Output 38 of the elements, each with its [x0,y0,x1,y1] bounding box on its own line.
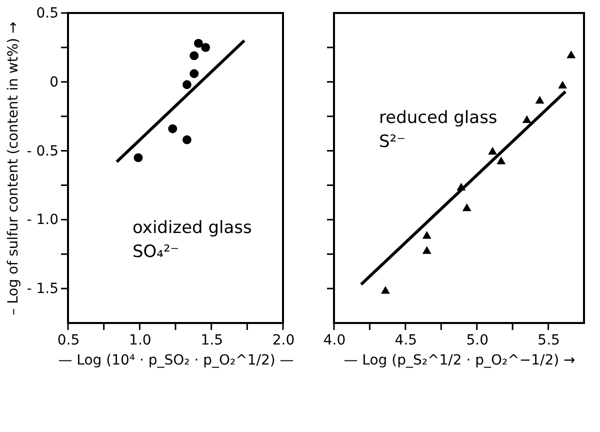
x-tick-label: 1.0 [129,332,152,348]
point [190,69,199,78]
point [558,80,568,89]
point [566,50,576,58]
point [462,203,472,212]
annotation: reduced glass [379,108,498,128]
y-axis-title: – Log of sulfur content (content in wt%) → [6,21,22,316]
x-tick-label: 4.0 [323,332,346,348]
point [134,153,143,162]
point [182,80,192,90]
annotation: oxidized glass [132,218,252,238]
point [380,286,390,294]
x-tick-label: 5.0 [466,332,488,348]
x-tick-label: 5.5 [538,332,560,348]
point [422,230,432,239]
x-tick-label: 2.0 [272,332,295,348]
point [496,156,506,164]
y-tick-label: 0.5 [36,6,58,22]
x-tick-label: 1.5 [200,332,223,348]
x-axis-title: — Log (p_S₂^1/2 · p_O₂^−1/2) → [344,352,576,368]
y-tick-label: 0 [50,74,58,90]
point [488,146,498,155]
x-tick-label: 0.5 [57,332,80,348]
point [190,51,199,60]
x-axis-title: — Log (10⁴ · p_SO₂ · p_O₂^1/2) — [58,352,294,368]
y-tick-label: - 0.5 [26,143,58,160]
point [182,135,192,144]
annotation: SO₄²⁻ [132,242,180,262]
point [201,42,210,52]
point [194,38,203,48]
y-tick-label: - 1.5 [26,281,58,298]
point [535,96,544,104]
x-tick-label: 4.5 [394,332,418,348]
point [522,115,532,123]
y-tick-label: - 1.0 [26,212,58,228]
point [422,246,432,254]
point [168,124,178,134]
annotation: S²⁻ [379,132,406,152]
